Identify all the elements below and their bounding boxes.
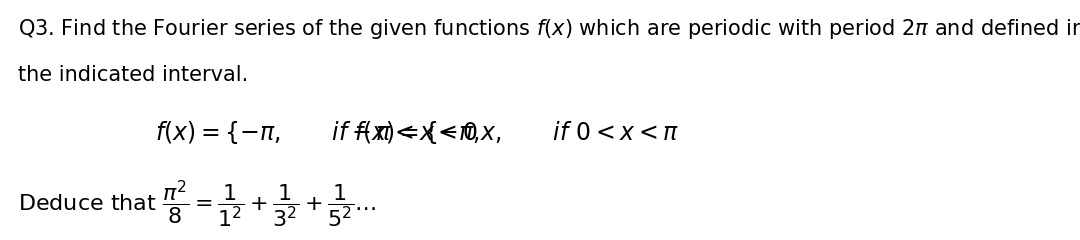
Text: Q3. Find the Fourier series of the given functions $f(x)$ which are periodic wit: Q3. Find the Fourier series of the given… [18,17,1080,41]
Text: Deduce that $\dfrac{\pi^2}{8} = \dfrac{1}{1^2} + \dfrac{1}{3^2} + \dfrac{1}{5^2}: Deduce that $\dfrac{\pi^2}{8} = \dfrac{1… [18,178,377,229]
Text: $f(x) = \{-\pi,$: $f(x) = \{-\pi,$ [354,119,480,146]
Text: the indicated interval.: the indicated interval. [18,65,248,85]
Text: $f(x) = \{-\pi,\qquad if - \pi < x < 0\, x, \qquad if\ 0 < x < \pi$: $f(x) = \{-\pi,\qquad if - \pi < x < 0\,… [154,119,679,146]
